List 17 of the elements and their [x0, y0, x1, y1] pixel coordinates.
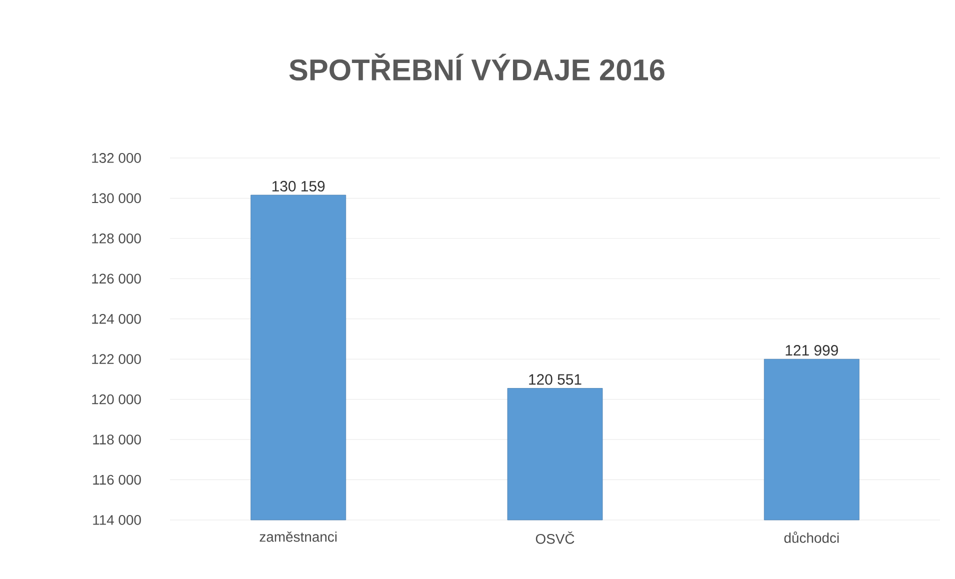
data-label: 121 999 [786, 345, 838, 356]
data-label: 130 159 [272, 180, 325, 192]
y-tick-label: 116 000 [93, 474, 141, 485]
y-tick-label: 126 000 [92, 274, 141, 284]
y-tick-label: 124 000 [92, 314, 141, 324]
y-tick-label: 128 000 [92, 233, 141, 244]
y-tick-label: 122 000 [92, 354, 141, 364]
x-tick-label: důchodci [784, 532, 839, 543]
data-label: 120 551 [529, 374, 582, 385]
y-tick-label: 132 000 [92, 153, 141, 163]
chart-title: SPOTŘEBNÍ VÝDAJE 2016 [289, 53, 664, 81]
x-tick-label: zaměstnanci [260, 532, 337, 542]
x-tick-label: OSVČ [536, 532, 574, 544]
y-tick-label: 114 000 [93, 515, 141, 525]
y-tick-label: 120 000 [92, 394, 141, 404]
y-tick-label: 118 000 [93, 434, 141, 444]
y-tick-label: 130 000 [92, 193, 141, 204]
